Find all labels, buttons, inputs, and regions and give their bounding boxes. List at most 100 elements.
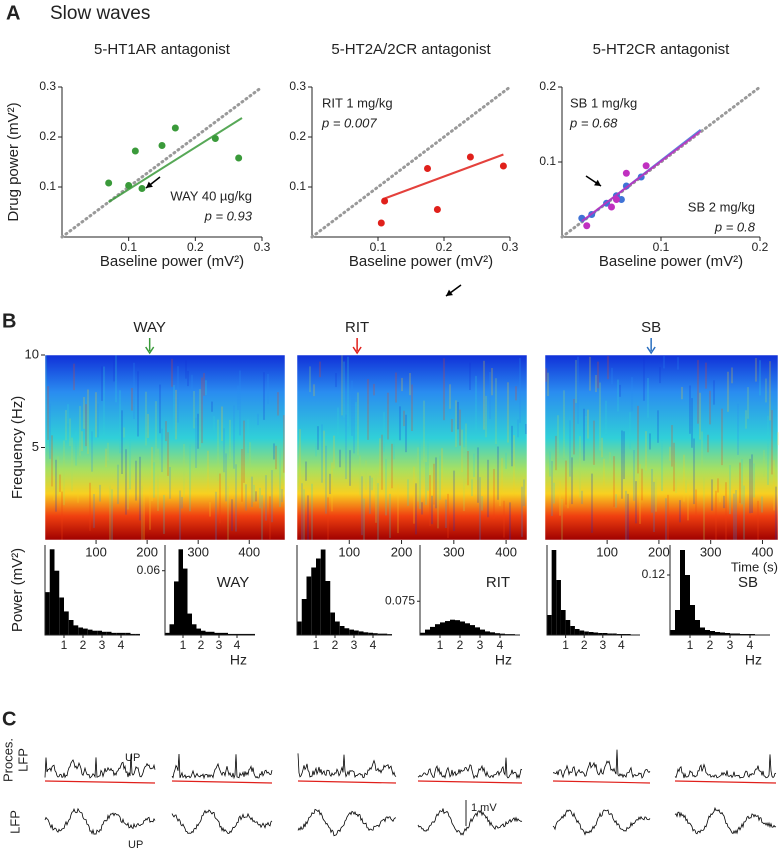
point: [131, 147, 139, 155]
y-tick-label: 5: [32, 439, 39, 454]
bar: [237, 633, 242, 635]
spectrogram-texture: [347, 356, 349, 427]
annotation-arrowhead: [446, 289, 453, 296]
x-tick-label: 0.1: [653, 240, 670, 254]
spectrogram-texture: [335, 373, 337, 388]
bar: [730, 633, 735, 635]
spectrogram-texture: [277, 392, 279, 416]
spectrogram-texture: [321, 424, 323, 483]
spectrogram-texture: [551, 460, 553, 516]
spectrogram-texture: [91, 431, 93, 472]
bar: [705, 630, 710, 635]
x-tick-label: 1: [180, 638, 187, 652]
bar: [49, 549, 55, 635]
spectrogram-texture: [215, 491, 217, 540]
x-tick-label: 4: [234, 638, 241, 652]
spectrogram-texture: [361, 476, 363, 536]
bar: [480, 629, 485, 635]
spectrogram-texture: [307, 495, 309, 540]
bar: [210, 631, 215, 635]
bar: [125, 632, 131, 635]
bar: [121, 632, 126, 635]
spectrogram-texture: [231, 499, 233, 531]
spectrogram-texture: [47, 386, 49, 440]
spectrogram-texture: [523, 479, 525, 507]
x-tick-label: 2: [707, 638, 714, 652]
point: [138, 185, 146, 192]
scale-label: 1 mV: [471, 802, 497, 814]
spectrogram-texture: [211, 401, 213, 412]
lfp-trace: [44, 807, 156, 835]
spectrogram-texture: [189, 444, 191, 512]
spectrogram-texture: [151, 446, 153, 502]
spectrogram-texture: [131, 387, 133, 411]
bar: [720, 632, 725, 635]
spectrogram-texture: [129, 438, 131, 490]
spectrogram-texture: [165, 421, 167, 442]
spectrogram-texture: [771, 410, 773, 475]
spectrogram-texture: [613, 456, 615, 507]
spectrogram-texture: [105, 448, 107, 468]
bar: [680, 550, 685, 635]
x-axis-label: Baseline power (mV²): [100, 253, 244, 270]
bar: [460, 621, 465, 635]
spectrogram-texture: [759, 360, 761, 396]
bar: [579, 630, 585, 635]
bar: [228, 633, 233, 635]
axis: [419, 545, 520, 636]
spectrogram-texture: [185, 360, 187, 379]
spectrogram-texture: [99, 484, 101, 502]
spectrogram-texture: [125, 449, 127, 515]
spectrogram-texture: [65, 410, 67, 441]
spectrogram-texture: [327, 497, 329, 540]
spectrogram-texture: [381, 434, 383, 490]
spectrogram-texture: [247, 419, 249, 453]
spectrogram-texture: [351, 380, 353, 436]
spectrogram-texture: [403, 410, 405, 427]
spectrogram-texture: [425, 462, 427, 505]
spectrogram-texture: [763, 450, 765, 477]
spectrogram-texture: [175, 389, 177, 440]
point: [617, 196, 625, 203]
bar: [690, 605, 695, 635]
spectrogram-texture: [569, 420, 571, 477]
x-tick-label: 4: [118, 638, 125, 652]
spectrogram-texture: [299, 429, 301, 489]
spectrogram-texture: [133, 362, 135, 419]
spectrogram-texture: [755, 358, 757, 382]
bar: [301, 599, 307, 635]
spectrogram-texture: [383, 411, 385, 452]
spectrogram-texture: [563, 390, 565, 458]
spectrogram-texture: [637, 405, 639, 474]
spectrogram-texture: [617, 379, 619, 412]
spectrogram-texture: [209, 502, 211, 517]
spectrogram-texture: [775, 486, 777, 540]
spectrogram-texture: [75, 430, 77, 466]
processed-lfp-trace: [552, 749, 651, 779]
spectrogram-texture: [171, 358, 173, 387]
axis: [44, 545, 140, 636]
bar: [316, 558, 321, 635]
lfp-trace: [674, 806, 777, 835]
spectrogram-texture: [701, 431, 703, 467]
spectrogram-texture: [259, 487, 261, 509]
y-tick-label: 0.1: [39, 179, 56, 193]
spectrogram-texture: [385, 459, 387, 516]
spectrogram-texture: [663, 355, 665, 369]
lfp-trace: [171, 809, 273, 835]
spectrogram-texture: [705, 362, 707, 389]
point: [105, 179, 113, 187]
spectrogram-texture: [297, 474, 299, 491]
spectrogram-texture: [739, 462, 741, 504]
spectrogram-texture: [621, 430, 623, 499]
bar: [83, 628, 88, 635]
bar: [219, 632, 224, 635]
spectrogram-texture: [73, 363, 75, 391]
spectrogram-texture: [137, 371, 139, 437]
bar: [306, 576, 312, 635]
spectrogram-texture: [143, 496, 145, 540]
spectrogram-texture: [363, 498, 365, 540]
x-axis-label: Baseline power (mV²): [349, 253, 493, 270]
spectrogram-texture: [109, 485, 111, 540]
bar: [570, 626, 575, 635]
